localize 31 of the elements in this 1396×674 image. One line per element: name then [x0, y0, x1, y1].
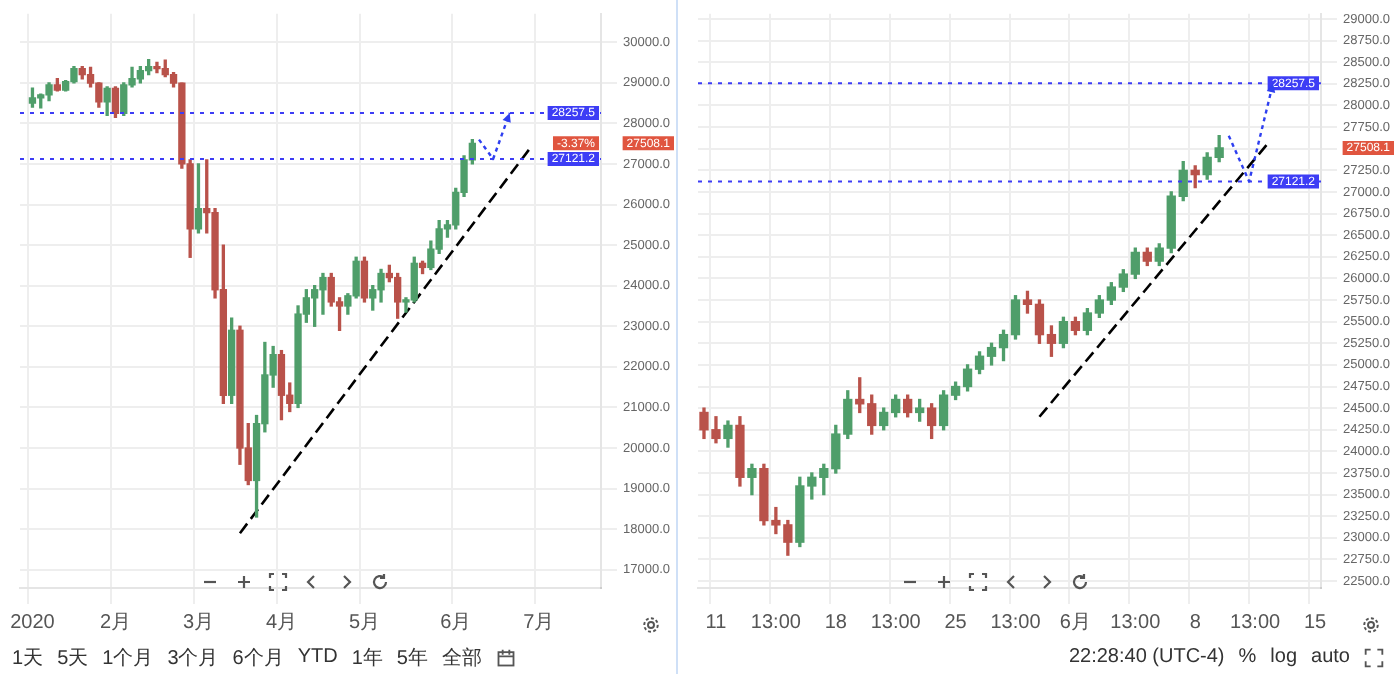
x-tick-label: 25 — [944, 611, 968, 634]
x-tick-label: 13:00 — [1230, 611, 1282, 634]
x-tick-label: 11 — [705, 611, 728, 634]
text: 全部 — [441, 645, 482, 671]
text: % — [1238, 646, 1257, 668]
x-tick-label: 6月 — [440, 611, 472, 634]
x-tick-label: 3月 — [182, 611, 215, 634]
text: 5年 — [396, 645, 428, 671]
x-tick-label: 5月 — [348, 611, 381, 634]
text: 6个月 — [232, 645, 284, 671]
text: 1天 — [12, 645, 44, 671]
x-tick-label: 2020 — [10, 611, 56, 634]
x-tick-label: 4月 — [265, 611, 298, 634]
x-tick-label: 15 — [1303, 611, 1328, 634]
x-tick-label: 2月 — [99, 611, 132, 634]
x-tick-label: 7月 — [523, 611, 555, 634]
text: 3个月 — [167, 645, 219, 671]
x-tick-label: 18 — [824, 611, 848, 634]
text: 1年 — [351, 645, 383, 671]
x-tick-label: 6月 — [1059, 611, 1091, 634]
x-tick-label: 13:00 — [990, 611, 1042, 634]
text: 1个月 — [102, 645, 154, 671]
x-tick-label: 8 — [1189, 611, 1202, 634]
x-tick-label: 13:00 — [1110, 611, 1162, 634]
text: 22:28:40 (UTC-4) — [1068, 646, 1225, 668]
text: log — [1270, 646, 1298, 668]
text: 5天 — [57, 645, 89, 671]
text: auto — [1311, 646, 1350, 668]
x-tick-label: 13:00 — [750, 611, 802, 634]
text: YTD — [297, 646, 338, 668]
x-tick-label: 13:00 — [870, 611, 922, 634]
